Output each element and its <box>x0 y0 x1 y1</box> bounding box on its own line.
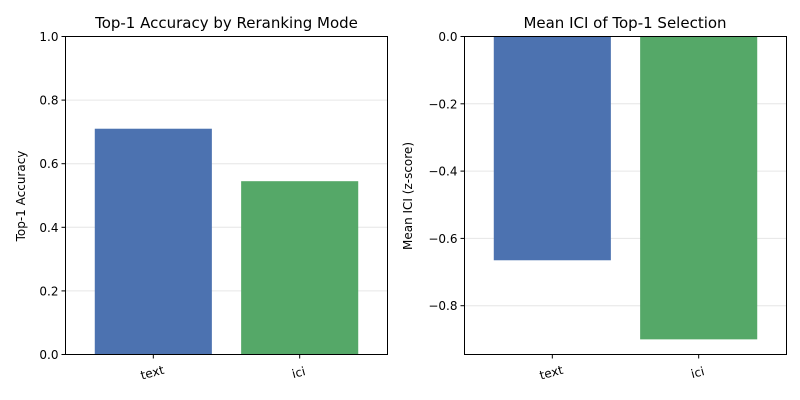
y-tick-label: 0.0 <box>438 30 457 44</box>
x-tick-label: ici <box>290 364 306 381</box>
bars <box>493 36 758 340</box>
bar-text <box>493 36 611 261</box>
bar-ici <box>241 181 359 355</box>
y-axis-label: Mean ICI (z-score) <box>401 142 415 250</box>
plot-frame <box>464 36 787 355</box>
chart-title: Top-1 Accuracy by Reranking Mode <box>94 14 358 32</box>
x-tick-label: text <box>538 363 565 383</box>
y-tick-label: −0.6 <box>428 232 457 246</box>
y-axis-label: Top-1 Accuracy <box>14 151 28 243</box>
y-tick-label: −0.4 <box>428 165 457 179</box>
x-tick-label: text <box>139 363 166 383</box>
y-tick-label: −0.2 <box>428 97 457 111</box>
x-tick-label: ici <box>689 364 705 381</box>
y-tick-label: 0.8 <box>39 94 58 108</box>
bar-text <box>94 128 212 355</box>
accuracy-chart: Top-1 Accuracy by Reranking Mode Top-1 A… <box>14 14 388 382</box>
y-tick-label: 0.4 <box>39 221 58 235</box>
y-tick-label: −0.8 <box>428 299 457 313</box>
y-ticks: 0.0 −0.2 −0.4 −0.6 −0.8 <box>428 30 465 313</box>
y-ticks: 0.0 0.2 0.4 0.6 0.8 1.0 <box>39 30 66 362</box>
y-tick-label: 1.0 <box>39 30 58 44</box>
plot-frame <box>65 36 388 355</box>
bar-ici <box>640 36 758 340</box>
mean-ici-chart: Mean ICI of Top-1 Selection Mean ICI (z-… <box>401 14 787 382</box>
bars <box>94 128 359 355</box>
x-ticks: text ici <box>538 354 706 383</box>
y-tick-label: 0.6 <box>39 157 58 171</box>
y-tick-label: 0.0 <box>39 348 58 362</box>
x-ticks: text ici <box>139 354 307 383</box>
y-tick-label: 0.2 <box>39 284 58 298</box>
chart-title: Mean ICI of Top-1 Selection <box>523 14 726 32</box>
